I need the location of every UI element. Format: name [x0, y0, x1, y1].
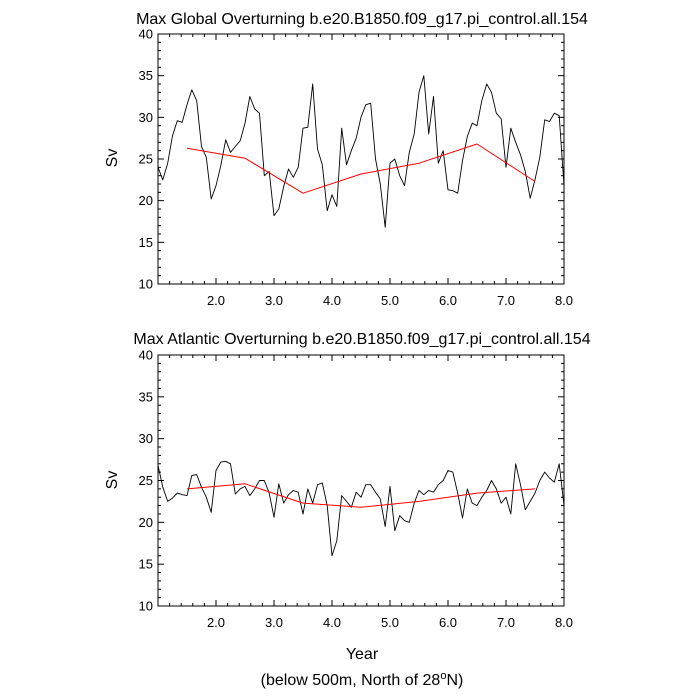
atlantic-monthly-series-line [157, 460, 565, 557]
footnote: (below 500m, North of 28oN) [261, 670, 464, 689]
footnote-prefix: (below 500m, North of 28 [261, 672, 441, 689]
global-annual-mean-line [186, 143, 536, 194]
atlantic-chart-title: Max Atlantic Overturning b.e20.B1850.f09… [133, 331, 590, 348]
atlantic-data-lines [157, 460, 565, 557]
y-tick-label: 40 [139, 348, 153, 363]
y-tick-label: 25 [139, 473, 153, 488]
global-y-axis-label: Sv [104, 149, 121, 168]
y-tick-label: 30 [139, 431, 153, 446]
global-axis-ticks: 10 15 20 25 30 35 40 2.0 3.0 4.0 5.0 6.0 7.0 8.0 [139, 27, 574, 309]
x-tick-label: 4.0 [323, 293, 341, 308]
global-data-lines [157, 75, 565, 228]
x-tick-label: 7.0 [497, 615, 515, 630]
y-tick-label: 40 [139, 27, 153, 42]
y-tick-label: 20 [139, 515, 153, 530]
atlantic-annual-mean-line [186, 483, 536, 508]
y-tick-label: 35 [139, 68, 153, 83]
x-tick-label: 5.0 [381, 293, 399, 308]
atlantic-overturning-panel: Max Atlantic Overturning b.e20.B1850.f09… [104, 331, 591, 663]
degree-superscript: o [440, 670, 446, 682]
x-tick-label: 8.0 [555, 615, 573, 630]
global-chart-title: Max Global Overturning b.e20.B1850.f09_g… [136, 11, 588, 28]
x-tick-label: 2.0 [207, 615, 225, 630]
atlantic-y-axis-label: Sv [104, 471, 121, 490]
y-tick-label: 25 [139, 152, 153, 167]
x-tick-label: 8.0 [555, 293, 573, 308]
x-tick-label: 3.0 [265, 615, 283, 630]
y-tick-label: 15 [139, 557, 153, 572]
x-tick-label: 3.0 [265, 293, 283, 308]
y-tick-label: 10 [139, 277, 153, 292]
x-tick-label: 6.0 [439, 293, 457, 308]
y-tick-label: 10 [139, 599, 153, 614]
x-tick-label: 4.0 [323, 615, 341, 630]
y-tick-label: 15 [139, 235, 153, 250]
y-tick-label: 30 [139, 110, 153, 125]
x-tick-label: 7.0 [497, 293, 515, 308]
atlantic-axis-ticks: 10 15 20 25 30 35 40 2.0 3.0 4.0 5.0 6.0 7.0 8.0 [139, 348, 574, 631]
x-axis-label: Year [346, 646, 379, 663]
footnote-suffix: N) [446, 672, 463, 689]
y-tick-label: 35 [139, 389, 153, 404]
global-monthly-series-line [157, 75, 565, 228]
x-tick-label: 2.0 [207, 293, 225, 308]
global-overturning-panel: Max Global Overturning b.e20.B1850.f09_g… [104, 11, 588, 308]
x-tick-label: 5.0 [381, 615, 399, 630]
y-tick-label: 20 [139, 193, 153, 208]
x-tick-label: 6.0 [439, 615, 457, 630]
